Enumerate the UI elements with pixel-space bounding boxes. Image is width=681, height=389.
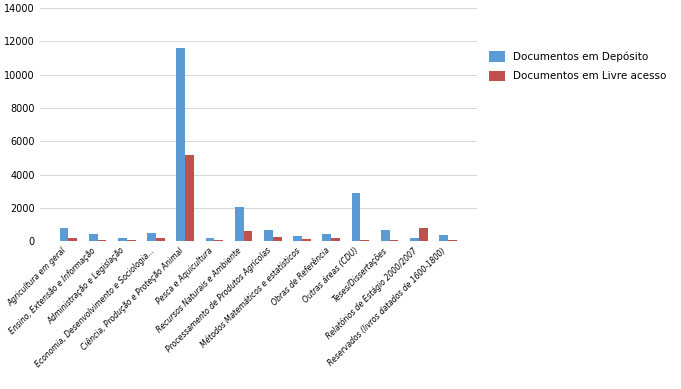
- Bar: [156, 238, 165, 241]
- Bar: [331, 238, 340, 241]
- Bar: [244, 231, 253, 241]
- Bar: [390, 240, 398, 241]
- Bar: [89, 234, 97, 241]
- Bar: [185, 155, 194, 241]
- Bar: [323, 234, 331, 241]
- Bar: [60, 228, 68, 241]
- Bar: [273, 237, 282, 241]
- Bar: [127, 240, 136, 241]
- Bar: [235, 207, 244, 241]
- Bar: [68, 238, 77, 241]
- Bar: [419, 228, 428, 241]
- Bar: [360, 240, 369, 241]
- Bar: [264, 230, 273, 241]
- Bar: [381, 230, 390, 241]
- Bar: [448, 240, 457, 241]
- Bar: [118, 238, 127, 241]
- Bar: [147, 233, 156, 241]
- Bar: [176, 48, 185, 241]
- Bar: [294, 236, 302, 241]
- Legend: Documentos em Depósito, Documentos em Livre acesso: Documentos em Depósito, Documentos em Li…: [486, 48, 670, 85]
- Bar: [97, 240, 106, 241]
- Bar: [206, 238, 215, 241]
- Bar: [410, 238, 419, 241]
- Bar: [215, 240, 223, 241]
- Bar: [302, 239, 311, 241]
- Bar: [439, 235, 448, 241]
- Bar: [351, 193, 360, 241]
